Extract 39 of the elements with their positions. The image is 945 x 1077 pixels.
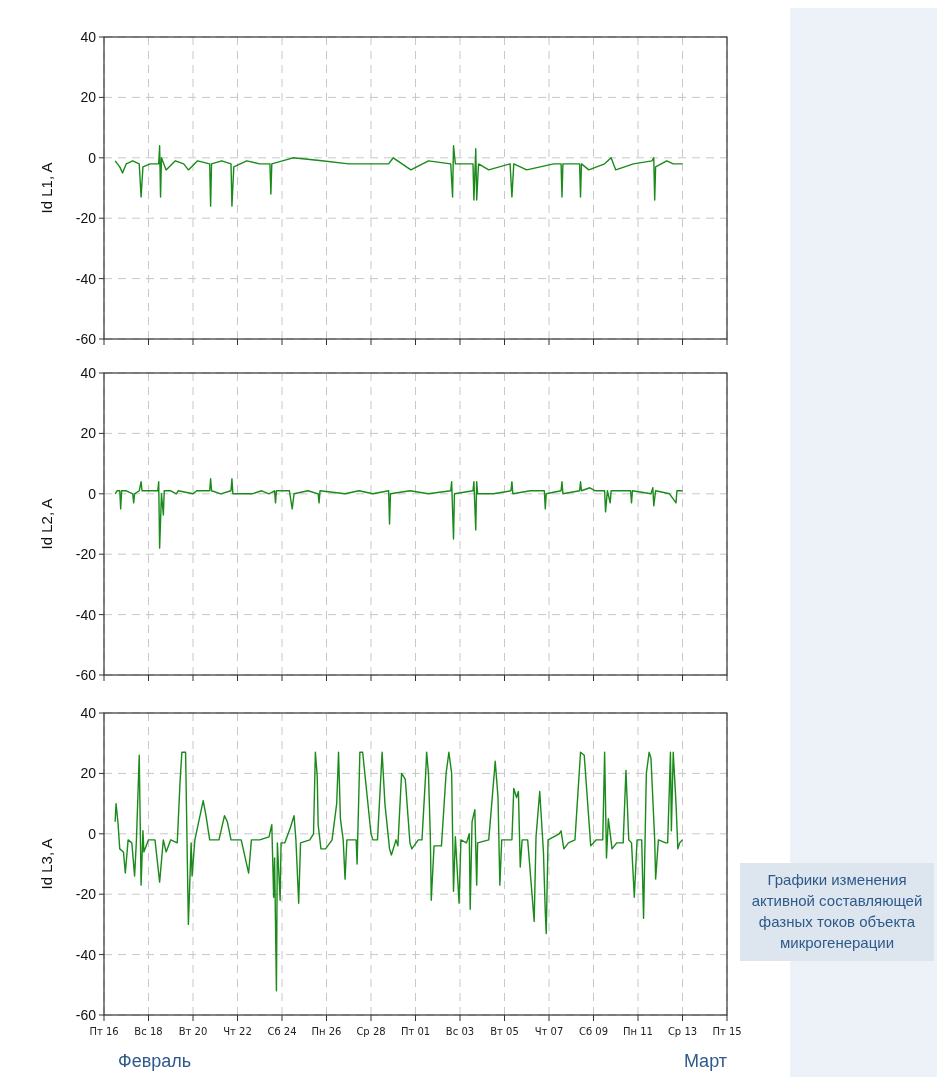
y-tick-label: 0 (88, 485, 97, 502)
y-tick-label: -20 (75, 210, 97, 227)
y-tick-label: 40 (80, 364, 97, 381)
x-tick-label: Пн 26 (311, 1026, 342, 1037)
y-tick-label: -60 (75, 1006, 97, 1023)
x-tick-label: Ср 28 (356, 1026, 386, 1037)
y-tick-label: 20 (80, 425, 97, 442)
y-tick-label: 0 (88, 149, 97, 166)
y-tick-label: 0 (88, 825, 97, 842)
y-tick-label: 40 (80, 28, 97, 45)
x-tick-label: Вт 20 (178, 1026, 208, 1037)
x-tick-label: Вс 03 (445, 1026, 475, 1037)
y-axis-title: Id L1, A (38, 162, 55, 214)
x-tick-label: Пн 11 (623, 1026, 653, 1037)
y-tick-label: -60 (75, 666, 97, 683)
y-tick-label: -40 (75, 606, 97, 623)
x-tick-label: Чт 07 (534, 1026, 564, 1037)
x-tick-label: Ср 13 (667, 1026, 698, 1037)
y-tick-label: 40 (80, 704, 97, 721)
x-tick-label: Пт 15 (712, 1026, 742, 1037)
y-tick-label: -20 (75, 886, 97, 903)
y-tick-label: -40 (75, 270, 97, 287)
x-tick-label: Чт 22 (223, 1026, 252, 1037)
text: Февраль (118, 1051, 192, 1071)
y-tick-label: 20 (80, 89, 97, 106)
y-tick-label: -60 (75, 330, 97, 347)
y-tick-label: 20 (80, 765, 97, 782)
y-axis-title: Id L2, A (38, 498, 55, 550)
x-tick-label: Сб 09 (578, 1026, 609, 1037)
x-tick-label: Вт 05 (490, 1026, 519, 1037)
x-tick-label: Пт 16 (89, 1026, 119, 1037)
y-axis-title: Id L3, A (38, 838, 55, 890)
y-tick-label: -20 (75, 546, 97, 563)
text: Март (683, 1051, 727, 1071)
x-tick-label: Сб 24 (267, 1026, 297, 1037)
text: Графики изменения активной составляющей фазных токов объекта микрогенерации (751, 871, 923, 951)
x-tick-label: Вс 18 (134, 1026, 163, 1037)
x-tick-label: Пт 01 (400, 1026, 431, 1037)
y-tick-label: -40 (75, 946, 97, 963)
